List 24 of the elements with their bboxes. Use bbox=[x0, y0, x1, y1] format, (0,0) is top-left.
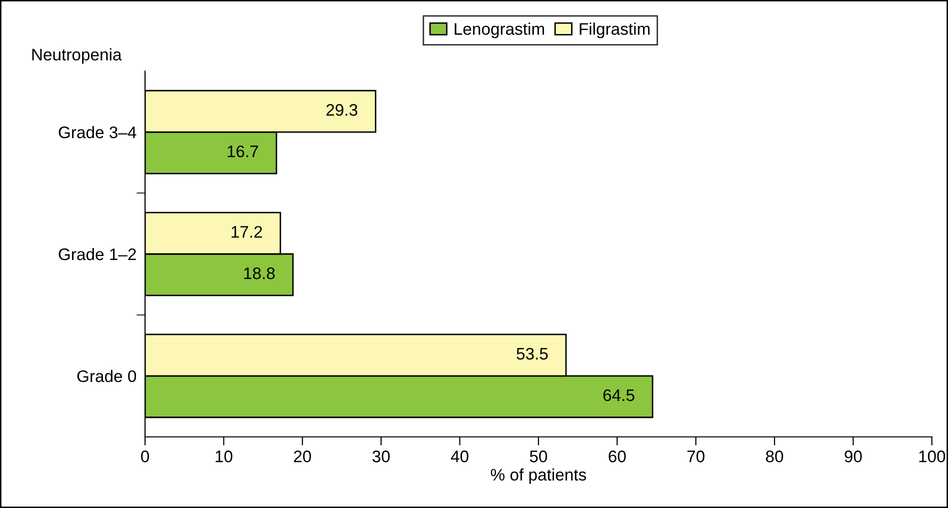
x-tick-label: 50 bbox=[530, 450, 548, 462]
data-label: 17.2 bbox=[232, 226, 262, 238]
x-tick-label: 0 bbox=[141, 450, 150, 462]
legend-label: Filgrastim bbox=[580, 22, 650, 38]
y-axis-title: Neutropenia bbox=[32, 48, 122, 64]
y-tick-label: Grade 3–4 bbox=[58, 126, 136, 138]
data-label: 64.5 bbox=[603, 389, 634, 402]
x-tick-label: 100 bbox=[919, 450, 946, 462]
x-tick-label: 10 bbox=[216, 450, 232, 462]
legend-label: Lenograstim bbox=[454, 22, 544, 38]
x-tick-label: 20 bbox=[294, 450, 312, 462]
y-tick-label: Grade 0 bbox=[77, 370, 136, 382]
data-label: 53.5 bbox=[516, 348, 548, 360]
data-label: 18.8 bbox=[244, 267, 275, 280]
y-tick-label: Grade 1–2 bbox=[58, 248, 136, 260]
x-axis-title: % of patients bbox=[490, 468, 586, 484]
data-label: 29.3 bbox=[326, 104, 358, 116]
data-label: 16.7 bbox=[228, 145, 258, 158]
x-tick-label: 60 bbox=[608, 450, 626, 462]
x-tick-label: 90 bbox=[844, 450, 862, 462]
x-tick-label: 80 bbox=[766, 450, 784, 462]
x-tick-label: 30 bbox=[372, 450, 390, 462]
x-tick-label: 70 bbox=[687, 450, 704, 462]
x-tick-label: 40 bbox=[450, 450, 468, 462]
